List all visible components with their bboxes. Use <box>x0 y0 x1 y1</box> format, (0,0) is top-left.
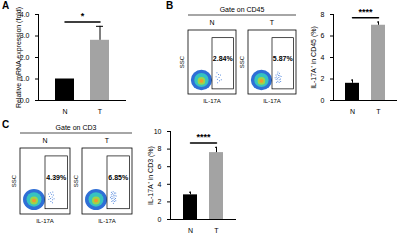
svg-text:0: 0 <box>321 97 325 104</box>
svg-text:6: 6 <box>158 163 162 170</box>
svg-text:2: 2 <box>321 75 325 82</box>
svg-text:N: N <box>188 227 193 234</box>
svg-text:6: 6 <box>321 32 325 39</box>
svg-text:4.0: 4.0 <box>19 10 30 18</box>
svg-text:N: N <box>350 108 355 115</box>
svg-text:4: 4 <box>321 54 325 61</box>
svg-text:5.87%: 5.87% <box>273 55 294 62</box>
svg-text:IL-17A: IL-17A <box>203 98 221 104</box>
svg-text:T: T <box>98 108 103 115</box>
svg-text:****: **** <box>358 7 373 17</box>
svg-text:0.0: 0.0 <box>19 96 30 104</box>
svg-text:T: T <box>214 227 219 234</box>
svg-text:SSC: SSC <box>11 174 17 187</box>
svg-text:SSC: SSC <box>239 55 245 68</box>
svg-text:1.0: 1.0 <box>19 75 30 83</box>
svg-text:*: * <box>81 11 85 21</box>
svg-text:10: 10 <box>154 128 162 135</box>
svg-text:N: N <box>42 137 47 144</box>
svg-text:SSC: SSC <box>179 55 185 68</box>
svg-text:0: 0 <box>158 216 162 223</box>
svg-text:T: T <box>270 19 275 26</box>
html-text:C: C <box>2 119 10 130</box>
svg-text:T: T <box>105 137 110 144</box>
svg-text:4: 4 <box>158 181 162 188</box>
svg-text:6.85%: 6.85% <box>108 174 129 181</box>
svg-text:2.84%: 2.84% <box>213 55 234 62</box>
svg-text:N: N <box>62 108 67 115</box>
svg-text:IL-17A: IL-17A <box>98 218 116 224</box>
svg-text:Relative mRNA expression (fold: Relative mRNA expression (fold) <box>15 7 23 108</box>
svg-text:8: 8 <box>321 11 325 18</box>
svg-text:T: T <box>376 108 381 115</box>
svg-text:2.0: 2.0 <box>19 53 30 61</box>
html-text:A: A <box>2 0 10 11</box>
svg-text:4.39%: 4.39% <box>46 174 67 181</box>
svg-text:IL-17A: IL-17A <box>263 98 281 104</box>
svg-text:IL-17A⁺ in CD45 (%): IL-17A⁺ in CD45 (%) <box>310 26 318 89</box>
html-text:B: B <box>166 0 174 11</box>
svg-text:IL-17A: IL-17A <box>36 218 54 224</box>
svg-text:2: 2 <box>158 198 162 205</box>
svg-text:3.0: 3.0 <box>19 32 30 40</box>
svg-text:IL-17A⁺ in CD3 (%): IL-17A⁺ in CD3 (%) <box>147 146 155 205</box>
svg-text:8: 8 <box>158 145 162 152</box>
svg-text:****: **** <box>196 132 211 142</box>
svg-text:Gate on CD3: Gate on CD3 <box>56 124 97 131</box>
svg-text:N: N <box>209 19 214 26</box>
svg-text:Gate on CD45: Gate on CD45 <box>220 6 265 13</box>
svg-text:SSC: SSC <box>73 174 79 187</box>
